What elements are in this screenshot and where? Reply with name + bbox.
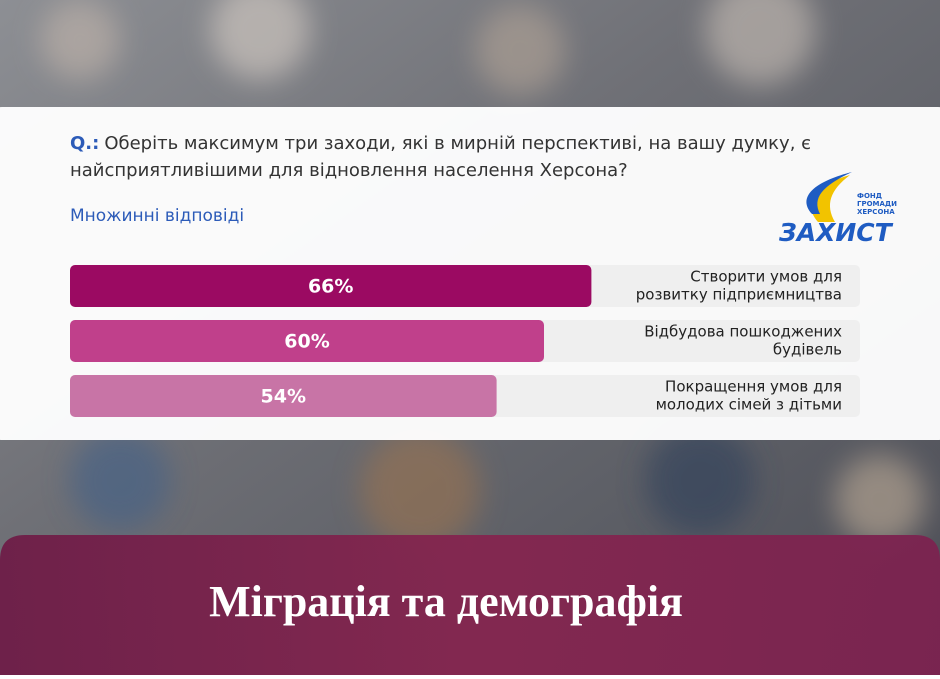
bar bbox=[70, 320, 544, 362]
section-title: Міграція та демографія bbox=[209, 577, 683, 626]
bar bbox=[70, 265, 592, 307]
subtitle: Множинні відповіді bbox=[70, 206, 244, 226]
logo-name: ЗАХИСТ bbox=[778, 218, 894, 247]
question: Q.: Оберіть максимум три заходи, які в ми… bbox=[70, 133, 811, 154]
logo-mark bbox=[810, 175, 850, 222]
category-label: Створити умов для bbox=[690, 268, 842, 286]
logo-fund: ФОНД bbox=[857, 192, 882, 200]
logo-mark bbox=[806, 172, 852, 214]
value-label: 66% bbox=[308, 276, 353, 298]
logo: ФОНД ГРОМАДИ ХЕРСОНА ЗАХИСТ bbox=[778, 172, 897, 247]
logo-fund: ХЕРСОНА bbox=[857, 208, 895, 216]
question-line: найсприятливішими для відновлення населе… bbox=[70, 160, 628, 181]
question-prefix: Q.: bbox=[70, 133, 99, 154]
category-label: будівель bbox=[773, 341, 842, 359]
crowd-blur bbox=[40, 0, 925, 550]
value-label: 60% bbox=[284, 331, 329, 353]
category-label: Відбудова пошкоджених bbox=[644, 323, 842, 341]
bar bbox=[70, 375, 497, 417]
category-label: молодих сімей з дітьми bbox=[656, 396, 842, 414]
section-banner bbox=[0, 535, 940, 675]
value-label: 54% bbox=[261, 386, 306, 408]
question-line: Оберіть максимум три заходи, які в мирні… bbox=[104, 133, 811, 154]
logo-fund: ГРОМАДИ bbox=[857, 200, 897, 208]
category-label: розвитку підприємництва bbox=[636, 286, 842, 304]
category-label: Покращення умов для bbox=[665, 378, 842, 396]
